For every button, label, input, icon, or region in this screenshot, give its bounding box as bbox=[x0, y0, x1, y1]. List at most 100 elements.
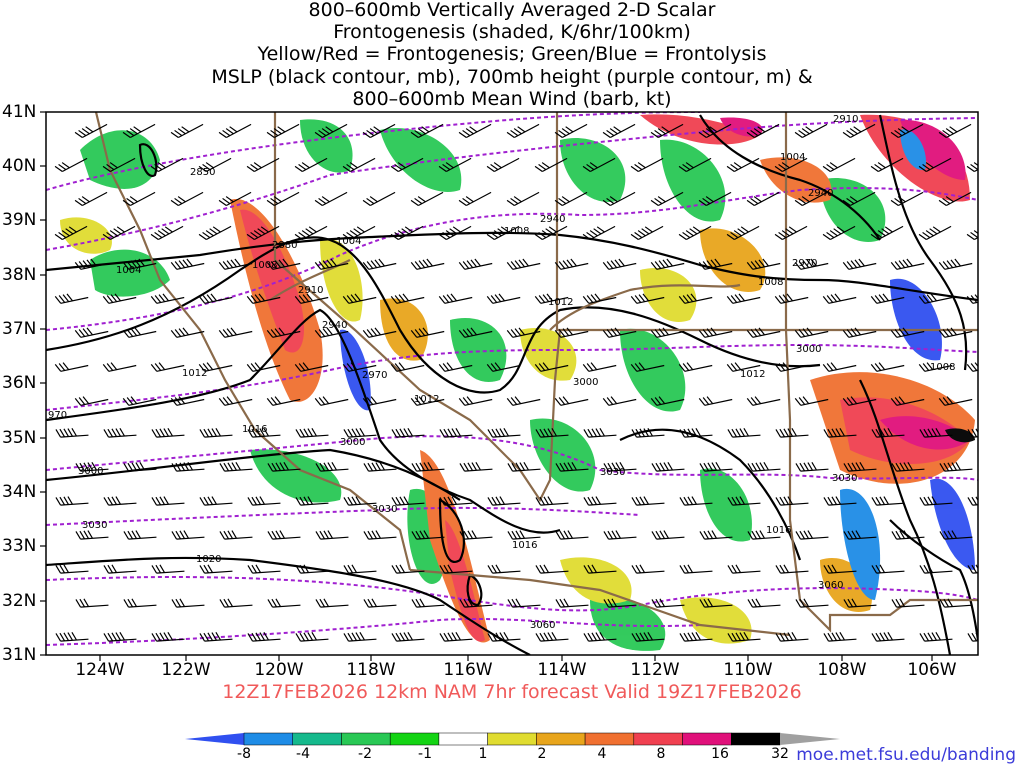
wind-barb bbox=[74, 258, 109, 270]
wind-barb bbox=[219, 598, 253, 608]
wind-barb bbox=[602, 191, 636, 207]
wind-barb bbox=[315, 461, 349, 472]
wind-barb bbox=[842, 258, 877, 270]
wind-barb bbox=[699, 598, 733, 608]
wind-barb bbox=[630, 225, 664, 241]
wind-barb bbox=[967, 564, 978, 574]
wind-barb bbox=[487, 631, 521, 642]
wind-barb bbox=[246, 157, 280, 173]
wind-barb bbox=[822, 225, 856, 241]
wind-barb bbox=[390, 157, 424, 173]
wind-barb bbox=[919, 496, 953, 506]
wind-barb bbox=[438, 293, 473, 304]
wind-barb bbox=[55, 427, 89, 438]
wind-barb bbox=[795, 461, 829, 472]
lon-label: 110W bbox=[723, 660, 773, 680]
wind-barb bbox=[507, 530, 541, 540]
wind-barb bbox=[822, 362, 857, 372]
wind-barb bbox=[342, 225, 376, 241]
wind-barb bbox=[150, 293, 185, 304]
wind-barb bbox=[794, 191, 828, 207]
wind-barb bbox=[218, 327, 253, 338]
colorbar-label: 1 bbox=[478, 746, 488, 762]
mslp-label: 1016 bbox=[242, 424, 267, 435]
wind-barbs bbox=[54, 123, 1019, 642]
wind-barb bbox=[891, 598, 925, 608]
wind-barb bbox=[314, 191, 348, 207]
mslp-label: 1008 bbox=[930, 362, 955, 373]
wind-barb bbox=[438, 225, 472, 241]
wind-barb bbox=[699, 530, 733, 540]
wind-barb bbox=[535, 427, 569, 438]
wind-barb bbox=[246, 225, 280, 241]
credit-link[interactable]: moe.met.fsu.edu/banding bbox=[796, 745, 1016, 765]
wind-barb bbox=[343, 564, 377, 574]
wind-barb bbox=[939, 530, 973, 540]
wind-barb bbox=[918, 293, 953, 304]
wind-barb bbox=[391, 564, 425, 574]
wind-barb bbox=[630, 362, 665, 372]
wind-barb bbox=[747, 530, 781, 540]
wind-barb bbox=[123, 461, 157, 472]
wind-barb bbox=[678, 225, 712, 241]
wind-barb bbox=[746, 258, 781, 270]
mslp-label: 1012 bbox=[414, 394, 439, 405]
wind-barb bbox=[987, 185, 1019, 207]
wind-barb bbox=[390, 293, 425, 304]
wind-barb bbox=[535, 496, 569, 506]
wind-barb bbox=[919, 631, 953, 642]
wind-barb bbox=[391, 631, 425, 642]
wind-barb bbox=[871, 496, 905, 506]
wind-barb bbox=[247, 631, 281, 642]
wind-barb bbox=[843, 598, 877, 608]
wind-barb bbox=[726, 362, 761, 372]
wind-barb bbox=[486, 362, 521, 372]
wind-barb bbox=[150, 225, 184, 241]
wind-barb bbox=[459, 598, 493, 608]
colorbar-cell bbox=[389, 732, 440, 746]
wind-barb bbox=[794, 258, 829, 270]
wind-barb bbox=[54, 157, 88, 173]
title-line-3: Yellow/Red = Frontogenesis; Green/Blue =… bbox=[257, 43, 767, 65]
colorbar-label: -8 bbox=[237, 746, 251, 762]
wind-barb bbox=[795, 530, 829, 540]
wind-barb bbox=[363, 461, 397, 472]
colorbar-cell bbox=[243, 732, 293, 746]
wind-barb bbox=[219, 530, 253, 540]
wind-barb bbox=[391, 496, 425, 506]
wind-barb bbox=[534, 293, 569, 304]
wind-barb bbox=[342, 157, 376, 173]
wind-barb bbox=[918, 157, 952, 173]
colorbar-label: -1 bbox=[418, 746, 432, 762]
wind-barb bbox=[74, 191, 108, 207]
run-info: 12Z17FEB2026 12km NAM 7hr forecast Valid… bbox=[222, 681, 802, 703]
wind-barb bbox=[487, 496, 521, 506]
wind-barb bbox=[198, 293, 233, 304]
height-label: 3030 bbox=[600, 467, 625, 478]
wind-barb bbox=[438, 362, 473, 372]
wind-barb bbox=[871, 631, 905, 642]
wind-barb bbox=[554, 396, 589, 406]
wind-barb bbox=[678, 362, 713, 372]
wind-barb bbox=[890, 396, 925, 406]
wind-barb bbox=[343, 427, 377, 438]
wind-barb bbox=[199, 427, 233, 438]
wind-barb bbox=[891, 530, 925, 540]
wind-barb bbox=[391, 427, 425, 438]
colorbar-label: 8 bbox=[656, 746, 666, 762]
wind-barb bbox=[631, 564, 665, 574]
colorbar-min-arrow bbox=[185, 733, 244, 745]
colorbar-label: 2 bbox=[537, 746, 547, 762]
wind-barb bbox=[698, 123, 732, 139]
wind-barb bbox=[247, 564, 281, 574]
height-label: 3000 bbox=[78, 466, 103, 477]
mslp-label: 1008 bbox=[758, 277, 783, 288]
wind-barb bbox=[535, 631, 569, 642]
wind-barb bbox=[439, 496, 473, 506]
wind-barb bbox=[75, 530, 109, 540]
wind-barb bbox=[967, 496, 978, 506]
wind-barb bbox=[267, 461, 301, 472]
wind-barb bbox=[458, 327, 493, 338]
wind-barb bbox=[966, 362, 978, 372]
